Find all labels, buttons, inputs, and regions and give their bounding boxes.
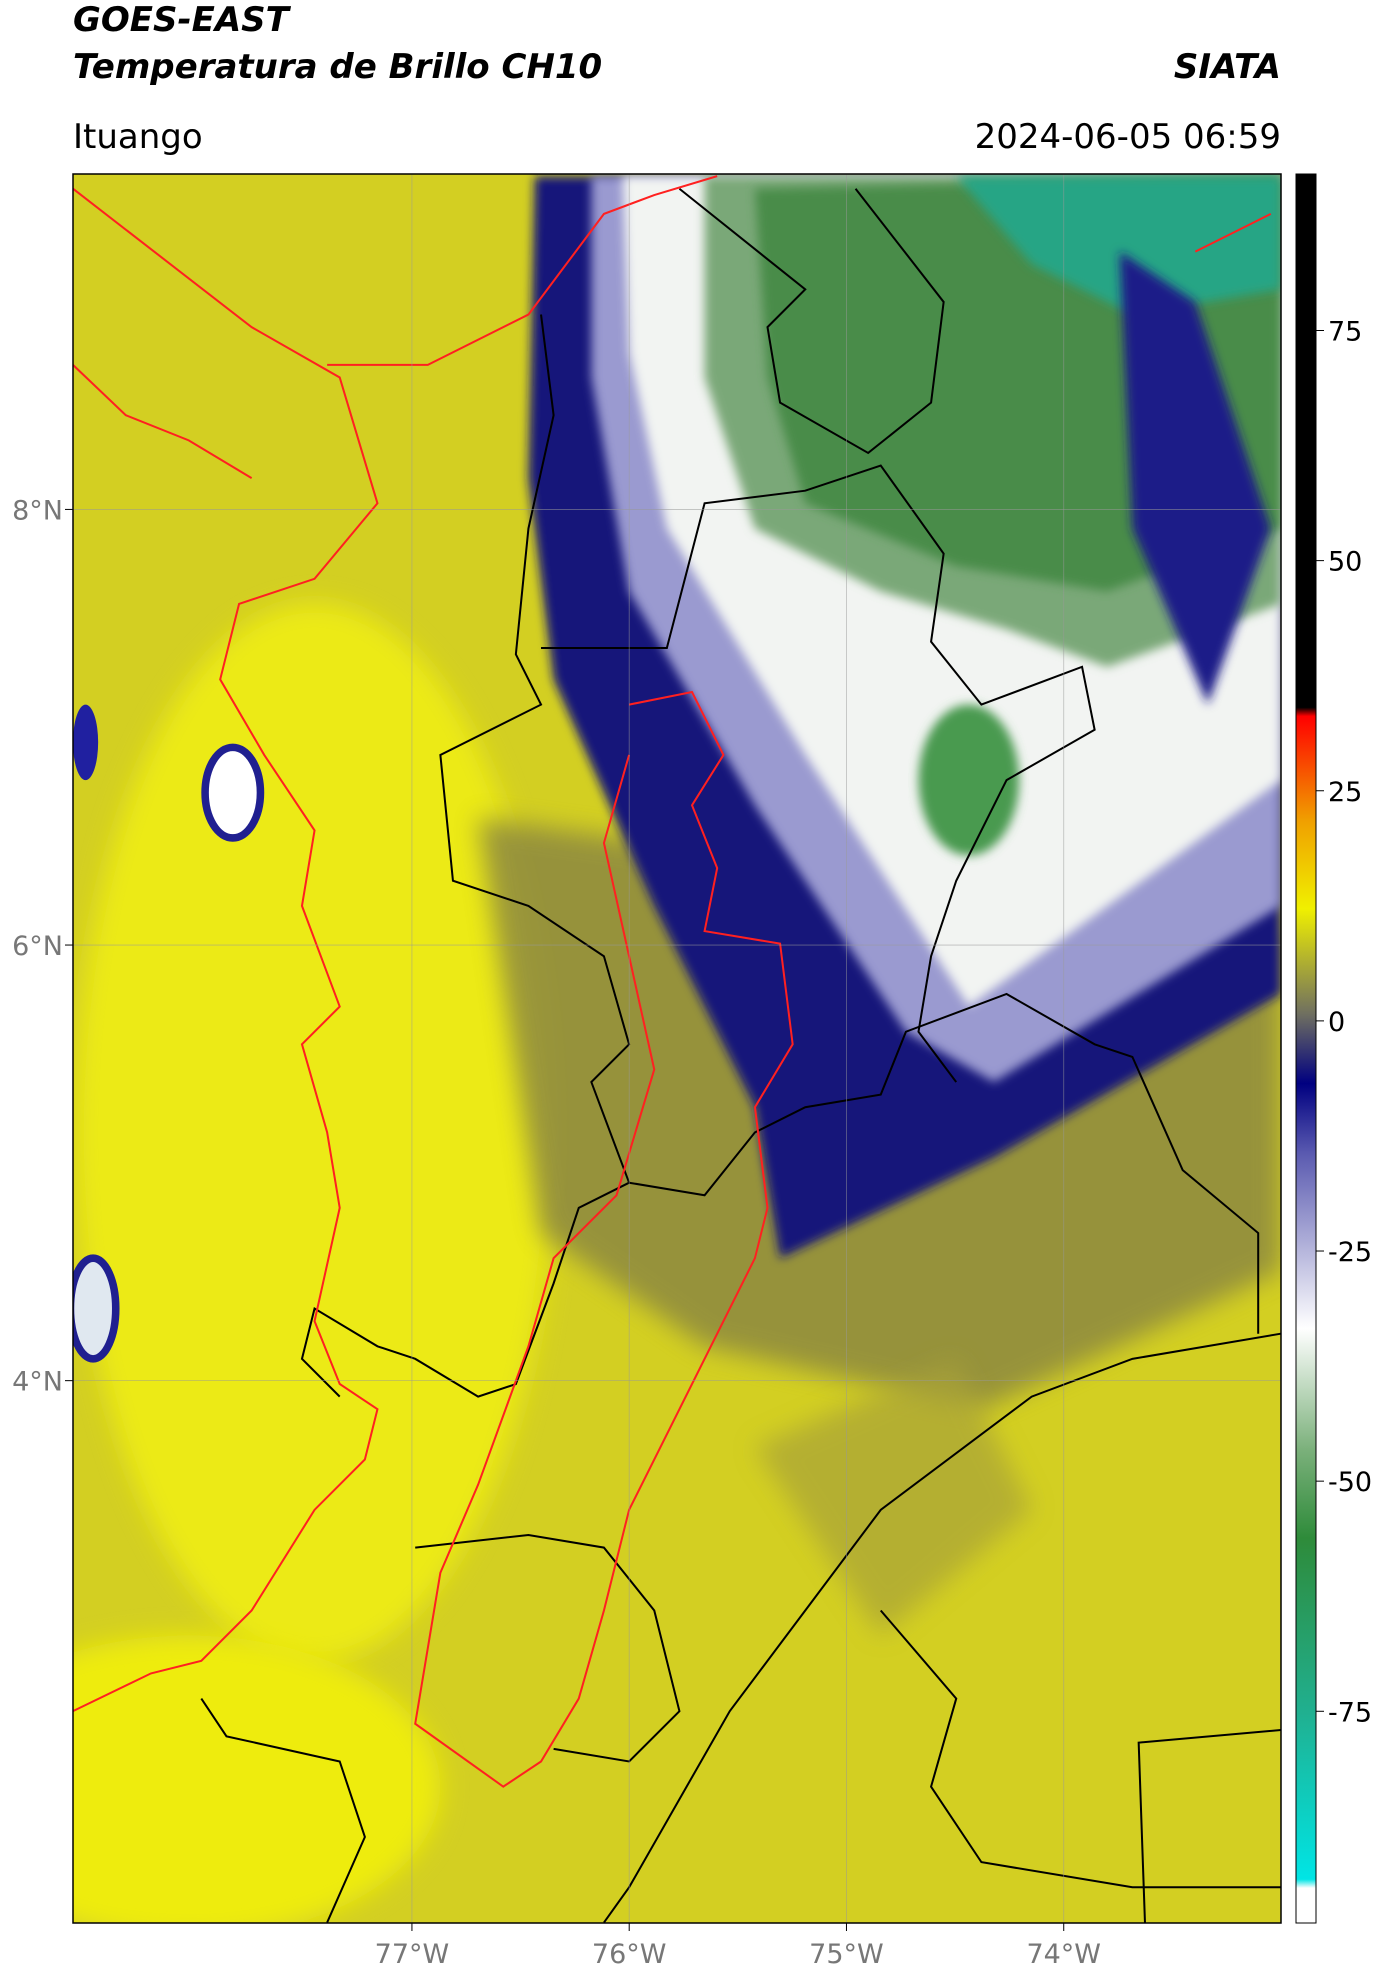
y-tick-label: 4°N — [12, 1367, 63, 1398]
x-tick-label: 77°W — [375, 1939, 450, 1970]
map-frame — [72, 173, 1282, 1924]
colorbar-label: -75 — [1328, 1697, 1372, 1728]
imagery — [72, 173, 1281, 1923]
source: SIATA — [1174, 47, 1281, 87]
colorbar-label: 25 — [1328, 777, 1362, 808]
colorbar-label: -25 — [1328, 1237, 1372, 1268]
datetime: 2024-06-05 06:59 — [975, 117, 1281, 157]
graticule — [73, 174, 1281, 1923]
title: GOES-EAST — [73, 0, 292, 40]
colorbar-label: 75 — [1328, 316, 1362, 347]
location: Ituango — [73, 117, 203, 157]
x-tick-label: 75°W — [809, 1939, 884, 1970]
x-tick-label: 74°W — [1026, 1939, 1101, 1970]
colorbar-label: 0 — [1328, 1007, 1345, 1038]
colorbar-label: 50 — [1328, 547, 1362, 578]
x-tick-label: 76°W — [592, 1939, 667, 1970]
subtitle: Temperatura de Brillo CH10 — [73, 47, 602, 87]
colorbar-label: -50 — [1328, 1467, 1372, 1498]
y-tick-label: 6°N — [12, 931, 63, 962]
y-tick-label: 8°N — [12, 495, 63, 526]
colorbar — [1295, 173, 1317, 1924]
